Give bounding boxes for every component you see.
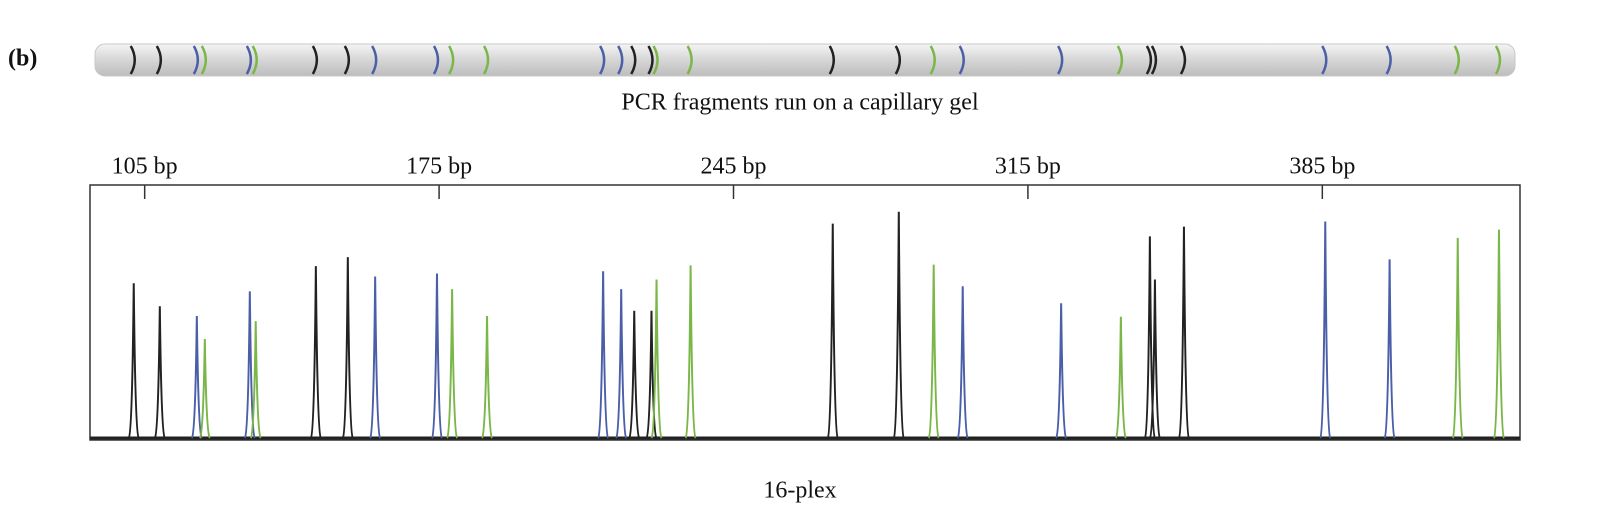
gel-band	[155, 45, 163, 75]
gel-caption: PCR fragments run on a capillary gel	[621, 90, 979, 116]
peak	[956, 286, 969, 439]
peak	[1055, 303, 1068, 439]
gel-band	[929, 45, 936, 75]
gel-band	[371, 45, 378, 75]
gel-band	[1150, 45, 1158, 75]
panel-label: (b)	[8, 46, 37, 72]
peak	[927, 264, 940, 439]
gel-band	[1385, 45, 1392, 75]
peak	[1148, 279, 1161, 439]
gel-band	[432, 45, 440, 75]
peak	[127, 283, 140, 439]
peak	[369, 276, 382, 439]
peak	[684, 265, 697, 439]
peak	[615, 289, 628, 439]
peak	[249, 321, 262, 439]
gel-band	[1321, 45, 1328, 75]
gel-band	[647, 45, 654, 75]
gel-band	[343, 45, 351, 75]
gel-band	[652, 45, 659, 75]
peak	[597, 271, 610, 439]
gel-band	[1116, 45, 1124, 75]
peak	[190, 315, 203, 439]
peak	[645, 310, 658, 439]
x-tick-label: 105 bp	[112, 154, 178, 180]
gel-band	[617, 45, 624, 75]
peak	[198, 339, 211, 439]
gel-band	[1494, 45, 1502, 75]
peak	[892, 211, 905, 439]
gel-band	[129, 45, 136, 75]
gel-band	[1453, 45, 1460, 75]
peak	[1178, 226, 1190, 439]
gel-band	[245, 45, 253, 75]
chart-caption: 16-plex	[763, 478, 836, 504]
gel-band	[686, 45, 693, 75]
peak	[826, 223, 839, 439]
peak	[1383, 259, 1396, 439]
gel-band	[448, 45, 455, 75]
gel-band	[311, 45, 319, 75]
peak	[1451, 237, 1464, 439]
x-tick-label: 175 bp	[406, 154, 472, 180]
gel-band	[630, 45, 637, 75]
x-tick-label: 245 bp	[701, 154, 767, 180]
x-tick-label: 315 bp	[995, 154, 1061, 180]
peak	[341, 257, 354, 439]
peak	[481, 315, 493, 439]
peak	[431, 273, 443, 439]
gel-band	[482, 45, 490, 75]
peak	[628, 310, 641, 439]
peak	[309, 266, 322, 439]
gel-band	[1179, 45, 1187, 75]
peak	[1114, 316, 1127, 439]
capillary	[94, 43, 1516, 77]
gel-band	[599, 45, 606, 75]
gel-band	[894, 45, 902, 75]
gel-band	[1057, 45, 1064, 75]
plot-frame	[89, 184, 1521, 441]
gel-band	[200, 45, 208, 75]
peak	[1319, 221, 1332, 439]
gel-band	[251, 45, 258, 75]
peak	[153, 306, 166, 439]
peak	[446, 289, 459, 439]
gel-band	[192, 45, 200, 75]
peak	[650, 279, 663, 439]
gel-band	[958, 45, 965, 75]
peak	[1493, 229, 1505, 439]
x-tick-label: 385 bp	[1289, 154, 1355, 180]
gel-band	[828, 45, 836, 75]
gel-band	[1145, 45, 1153, 75]
